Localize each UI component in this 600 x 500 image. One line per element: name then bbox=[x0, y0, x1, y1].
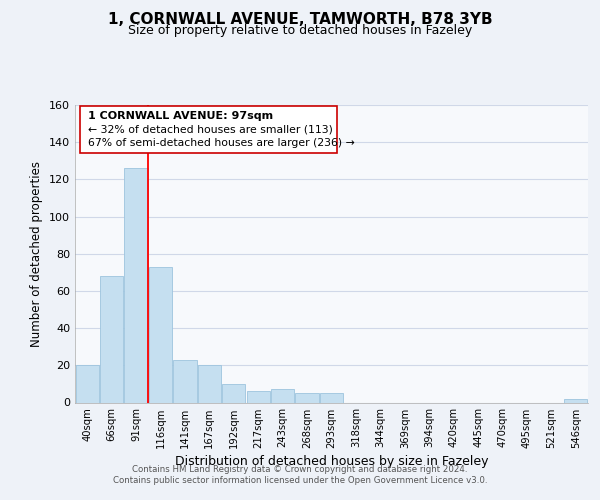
X-axis label: Distribution of detached houses by size in Fazeley: Distribution of detached houses by size … bbox=[175, 454, 488, 468]
Text: 1 CORNWALL AVENUE: 97sqm: 1 CORNWALL AVENUE: 97sqm bbox=[88, 111, 273, 121]
Bar bbox=[295, 393, 319, 402]
Bar bbox=[320, 393, 343, 402]
Bar bbox=[149, 267, 172, 402]
Y-axis label: Number of detached properties: Number of detached properties bbox=[31, 161, 43, 347]
Bar bbox=[100, 276, 123, 402]
Text: Contains public sector information licensed under the Open Government Licence v3: Contains public sector information licen… bbox=[113, 476, 487, 485]
Bar bbox=[222, 384, 245, 402]
FancyBboxPatch shape bbox=[80, 106, 337, 152]
Bar bbox=[247, 392, 270, 402]
Text: 67% of semi-detached houses are larger (236) →: 67% of semi-detached houses are larger (… bbox=[88, 138, 355, 147]
Bar bbox=[124, 168, 148, 402]
Bar bbox=[271, 390, 294, 402]
Bar bbox=[76, 366, 99, 403]
Bar bbox=[173, 360, 197, 403]
Text: Contains HM Land Registry data © Crown copyright and database right 2024.: Contains HM Land Registry data © Crown c… bbox=[132, 465, 468, 474]
Text: ← 32% of detached houses are smaller (113): ← 32% of detached houses are smaller (11… bbox=[88, 124, 332, 134]
Bar bbox=[198, 366, 221, 403]
Bar bbox=[564, 399, 587, 402]
Text: 1, CORNWALL AVENUE, TAMWORTH, B78 3YB: 1, CORNWALL AVENUE, TAMWORTH, B78 3YB bbox=[107, 12, 493, 28]
Text: Size of property relative to detached houses in Fazeley: Size of property relative to detached ho… bbox=[128, 24, 472, 37]
